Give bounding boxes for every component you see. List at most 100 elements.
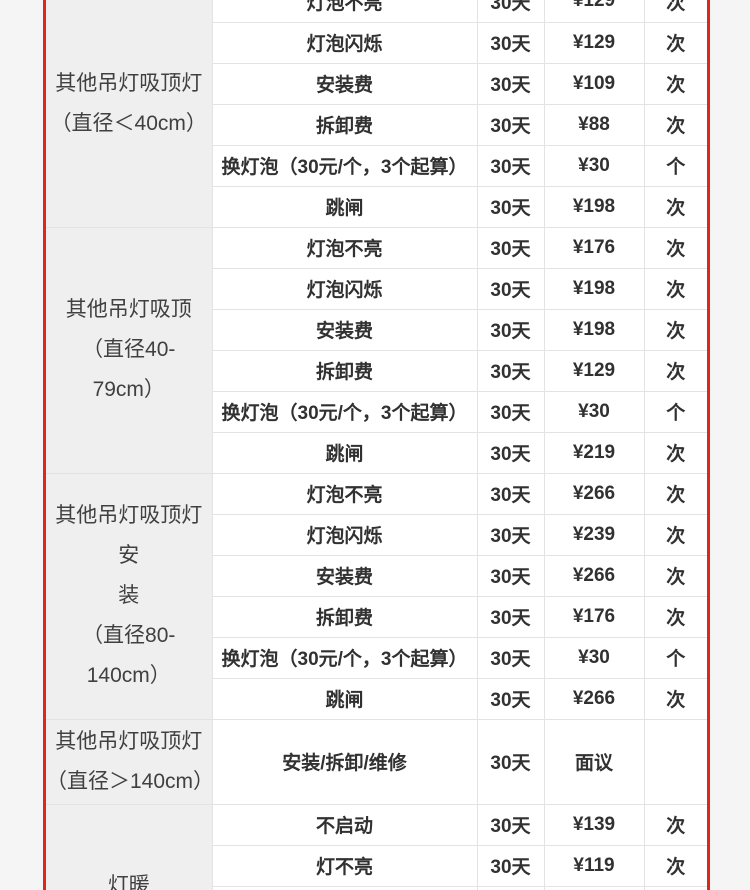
duration-cell: 30天	[476, 431, 545, 474]
price-cell: ¥88	[543, 103, 645, 146]
table-row: 其他吊灯吸顶灯安 装 （直径80- 140cm） 灯泡不亮 30天 ¥266 次	[46, 472, 707, 720]
item-cell: 安装费	[211, 554, 478, 597]
table-row: 换灯泡（30元/个，3个起算） 30天 ¥30 个	[46, 636, 707, 679]
service-price-table: 其他吊灯吸顶灯 （直径＜40cm） 灯泡不亮 30天 ¥129 次灯泡闪烁 30天 ¥129…	[46, 0, 707, 890]
unit-cell: 个	[643, 144, 707, 187]
table-row: 灯泡闪烁 30天 ¥129 次	[46, 21, 707, 64]
item-cell: 灯泡闪烁	[211, 21, 478, 64]
duration-cell: 30天	[476, 0, 545, 23]
page-left-margin	[0, 0, 43, 890]
table-row: 换灯泡（30元/个，3个起算） 30天 ¥30 个	[46, 390, 707, 433]
table-row: 安装费 30天 ¥266 次	[46, 554, 707, 597]
item-cell: 安装/拆卸/维修	[211, 718, 478, 805]
table-row: 其他吊灯吸顶 （直径40- 79cm） 灯泡不亮 30天 ¥176 次	[46, 226, 707, 474]
price-cell: ¥266	[543, 472, 645, 515]
table-row: 跳闸 30天 ¥219 次	[46, 431, 707, 474]
item-cell: 灯泡不亮	[211, 0, 478, 23]
category-cell: 灯暖	[46, 803, 213, 890]
duration-cell: 30天	[476, 308, 545, 351]
duration-cell	[476, 885, 545, 890]
item-cell: 灯泡不亮	[211, 472, 478, 515]
price-cell: ¥198	[543, 308, 645, 351]
unit-cell: 个	[643, 636, 707, 679]
duration-cell: 30天	[476, 513, 545, 556]
price-cell: 面议	[543, 718, 645, 805]
duration-cell: 30天	[476, 844, 545, 887]
unit-cell: 次	[643, 0, 707, 23]
unit-cell: 次	[643, 513, 707, 556]
price-cell: ¥119	[543, 844, 645, 887]
unit-cell: 次	[643, 554, 707, 597]
item-cell: 跳闸	[211, 185, 478, 228]
item-cell: 安装费	[211, 308, 478, 351]
price-table-panel: 其他吊灯吸顶灯 （直径＜40cm） 灯泡不亮 30天 ¥129 次灯泡闪烁 30天 ¥129…	[43, 0, 710, 890]
unit-cell: 次	[643, 103, 707, 146]
table-row: 跳闸 30天 ¥266 次	[46, 677, 707, 720]
table-row: 灯不亮 30天 ¥119 次	[46, 844, 707, 887]
table-row: 灯暖 不启动 30天 ¥139 次	[46, 803, 707, 890]
item-cell: 换灯泡（30元/个，3个起算）	[211, 390, 478, 433]
duration-cell: 30天	[476, 267, 545, 310]
unit-cell: 次	[643, 595, 707, 638]
price-cell: ¥30	[543, 144, 645, 187]
price-cell: ¥129	[543, 21, 645, 64]
item-cell: 换灯泡（30元/个，3个起算）	[211, 636, 478, 679]
price-cell: ¥109	[543, 62, 645, 105]
item-cell	[211, 885, 478, 890]
item-cell: 拆卸费	[211, 349, 478, 392]
unit-cell: 次	[643, 677, 707, 720]
duration-cell: 30天	[476, 677, 545, 720]
price-cell: ¥266	[543, 554, 645, 597]
unit-cell: 个	[643, 390, 707, 433]
table-row: 其他吊灯吸顶灯 （直径＞140cm） 安装/拆卸/维修 30天 面议	[46, 718, 707, 805]
price-cell: ¥198	[543, 267, 645, 310]
category-cell: 其他吊灯吸顶灯 （直径＞140cm）	[46, 718, 214, 805]
item-cell: 安装费	[211, 62, 478, 105]
duration-cell: 30天	[476, 21, 545, 64]
duration-cell: 30天	[476, 554, 545, 597]
unit-cell: 次	[643, 226, 707, 269]
price-cell: ¥266	[543, 677, 645, 720]
category-cell: 其他吊灯吸顶 （直径40- 79cm）	[46, 226, 213, 474]
table-row: 换灯泡（30元/个，3个起算） 30天 ¥30 个	[46, 144, 707, 187]
item-cell: 拆卸费	[211, 595, 478, 638]
duration-cell: 30天	[476, 144, 545, 187]
duration-cell: 30天	[476, 472, 545, 515]
price-cell: ¥176	[543, 595, 645, 638]
duration-cell: 30天	[476, 390, 545, 433]
item-cell: 跳闸	[211, 431, 478, 474]
unit-cell	[643, 885, 707, 890]
unit-cell: 次	[643, 844, 707, 887]
table-row: 其他吊灯吸顶灯 （直径＜40cm） 灯泡不亮 30天 ¥129 次	[46, 0, 707, 228]
item-cell: 拆卸费	[211, 103, 478, 146]
table-row	[46, 885, 707, 890]
price-table-body: 其他吊灯吸顶灯 （直径＜40cm） 灯泡不亮 30天 ¥129 次灯泡闪烁 30天 ¥129…	[46, 0, 707, 890]
table-row: 拆卸费 30天 ¥129 次	[46, 349, 707, 392]
category-cell: 其他吊灯吸顶灯安 装 （直径80- 140cm）	[46, 472, 213, 720]
price-cell: ¥198	[543, 185, 645, 228]
price-cell: ¥239	[543, 513, 645, 556]
item-cell: 灯不亮	[211, 844, 478, 887]
item-cell: 换灯泡（30元/个，3个起算）	[211, 144, 478, 187]
duration-cell: 30天	[476, 636, 545, 679]
duration-cell: 30天	[476, 595, 545, 638]
unit-cell: 次	[643, 267, 707, 310]
unit-cell: 次	[643, 185, 707, 228]
unit-cell: 次	[643, 21, 707, 64]
unit-cell: 次	[643, 349, 707, 392]
unit-cell: 次	[643, 472, 707, 515]
item-cell: 灯泡闪烁	[211, 267, 478, 310]
price-cell: ¥30	[543, 636, 645, 679]
price-cell: ¥129	[543, 349, 645, 392]
item-cell: 灯泡闪烁	[211, 513, 478, 556]
unit-cell: 次	[643, 431, 707, 474]
item-cell: 不启动	[211, 803, 478, 846]
duration-cell: 30天	[476, 62, 545, 105]
price-cell: ¥219	[543, 431, 645, 474]
table-row: 拆卸费 30天 ¥176 次	[46, 595, 707, 638]
price-cell: ¥139	[543, 803, 645, 846]
unit-cell	[643, 718, 707, 805]
page-right-margin	[710, 0, 750, 890]
table-row: 安装费 30天 ¥109 次	[46, 62, 707, 105]
